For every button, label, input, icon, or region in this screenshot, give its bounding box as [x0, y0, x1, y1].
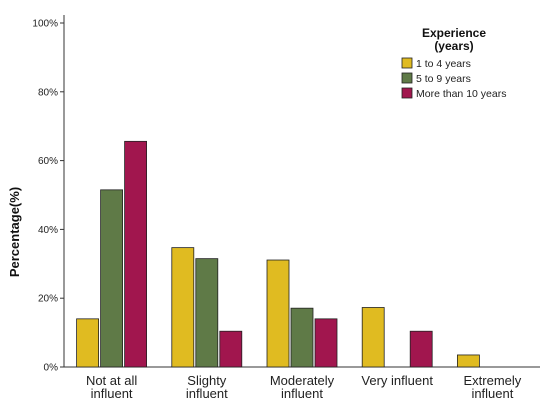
- x-tick-label: influent: [281, 386, 323, 401]
- y-axis-title: Percentage(%): [7, 187, 22, 277]
- y-tick-label: 100%: [32, 19, 58, 30]
- bar: [76, 318, 99, 368]
- x-tick-label: Not at all: [86, 373, 137, 388]
- legend-label: More than 10 years: [416, 88, 506, 100]
- y-tick-label: 60%: [38, 156, 58, 167]
- x-tick-label: Extremely: [464, 373, 522, 388]
- legend-title: (years): [434, 39, 473, 53]
- legend-title: Experience: [422, 26, 486, 40]
- legend-swatch: [401, 72, 413, 84]
- legend: Experience(years) 1 to 4 years 5 to 9 year…: [401, 26, 506, 100]
- bar: [124, 140, 147, 368]
- bar: [100, 189, 123, 368]
- bar: [171, 247, 195, 368]
- y-tick-label: 40%: [38, 225, 58, 236]
- x-axis-labels: Not at allinfluentSlightyinfluentModerat…: [86, 373, 522, 401]
- x-tick-label: Moderately: [270, 373, 335, 388]
- legend-label: 1 to 4 years: [416, 58, 471, 70]
- y-tick-label: 0%: [44, 363, 59, 374]
- bar: [361, 307, 385, 368]
- x-tick-label: influent: [91, 386, 133, 401]
- bar: [195, 258, 219, 368]
- x-tick-label: Slighty: [187, 373, 227, 388]
- bar: [409, 330, 433, 368]
- bar: [456, 354, 480, 368]
- bars: [76, 140, 480, 368]
- legend-swatch: [401, 87, 413, 99]
- x-tick-label: influent: [471, 386, 513, 401]
- legend-label: 5 to 9 years: [416, 73, 471, 85]
- bar: [219, 330, 243, 368]
- legend-swatch: [401, 57, 413, 69]
- y-tick-label: 20%: [38, 294, 58, 305]
- x-tick-label: Very influent: [361, 373, 433, 388]
- y-tick-label: 80%: [38, 87, 58, 98]
- x-tick-label: influent: [186, 386, 228, 401]
- bar: [266, 259, 290, 368]
- bar: [314, 318, 338, 368]
- bar: [290, 307, 314, 368]
